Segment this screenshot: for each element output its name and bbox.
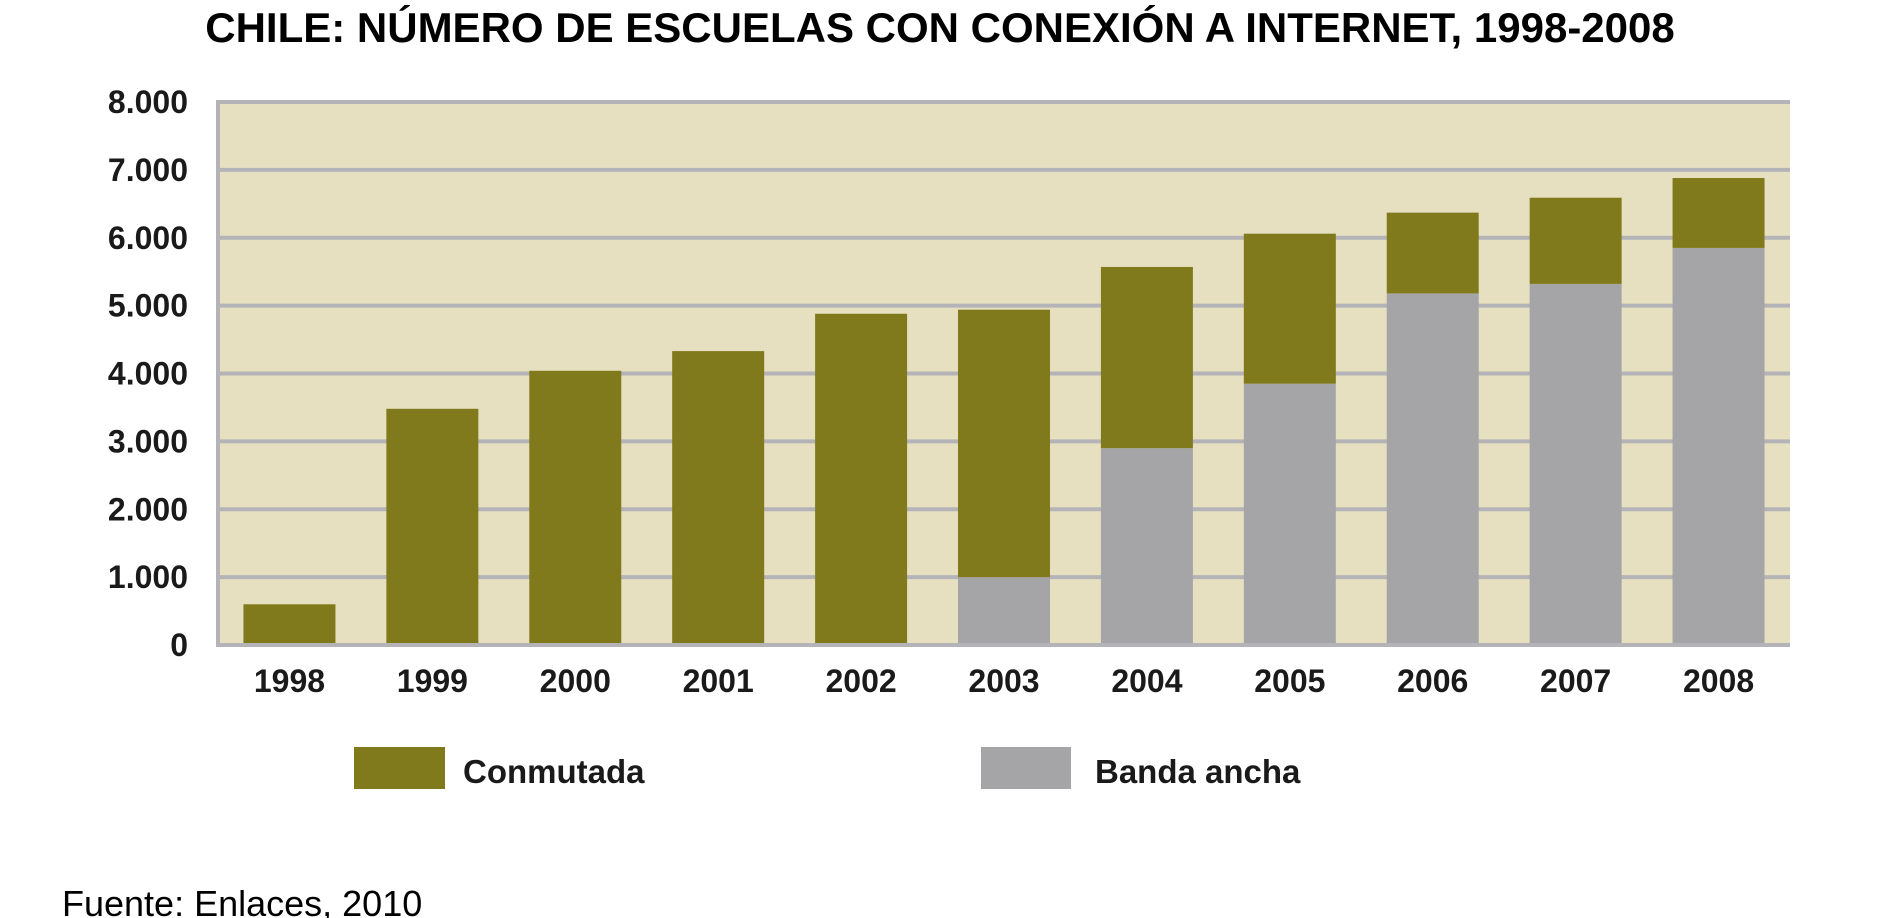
x-tick-label-2002: 2002 (825, 663, 896, 699)
legend: Conmutada Banda ancha (354, 747, 1301, 790)
x-tick-label-2006: 2006 (1397, 663, 1468, 699)
bar-conmutada-2008 (1672, 178, 1765, 248)
bar-banda-ancha-2005 (1243, 383, 1336, 645)
y-tick-label-8000: 8.000 (108, 84, 188, 120)
y-tick-label-1000: 1.000 (108, 559, 188, 595)
y-tick-label-6000: 6.000 (108, 220, 188, 256)
y-tick-label-4000: 4.000 (108, 356, 188, 392)
bars (243, 178, 1765, 645)
bar-banda-ancha-2007 (1529, 283, 1622, 645)
x-tick-label-2004: 2004 (1111, 663, 1182, 699)
y-tick-label-5000: 5.000 (108, 288, 188, 324)
bar-banda-ancha-2008 (1672, 247, 1765, 645)
x-tick-label-2000: 2000 (540, 663, 611, 699)
x-axis-tick-labels: 1998 1999 2000 2001 2002 2003 2004 2005 2006 2007… (254, 663, 1754, 699)
bar-conmutada-2005 (1243, 233, 1336, 384)
y-tick-label-3000: 3.000 (108, 423, 188, 459)
bar-conmutada-2007 (1529, 197, 1622, 284)
y-tick-label-2000: 2.000 (108, 491, 188, 527)
y-tick-label-7000: 7.000 (108, 152, 188, 188)
legend-label-banda-ancha: Banda ancha (1095, 753, 1301, 790)
bar-banda-ancha-2003 (958, 577, 1050, 645)
bar-conmutada-2003 (958, 309, 1050, 578)
bar-conmutada-2006 (1386, 212, 1479, 294)
chart-title: CHILE: NÚMERO DE ESCUELAS CON CONEXIÓN A… (205, 3, 1675, 51)
x-tick-label-2007: 2007 (1540, 663, 1611, 699)
axes (216, 100, 1790, 647)
y-tick-label-0: 0 (170, 627, 188, 663)
x-tick-label-2008: 2008 (1683, 663, 1754, 699)
bar-conmutada-1998 (243, 604, 336, 645)
bar-banda-ancha-2004 (1100, 448, 1193, 645)
x-tick-label-2003: 2003 (968, 663, 1039, 699)
source-note: Fuente: Enlaces, 2010 (62, 883, 422, 918)
bar-conmutada-2000 (529, 370, 622, 645)
legend-label-conmutada: Conmutada (463, 753, 645, 790)
bar-conmutada-2001 (672, 351, 765, 645)
bar-conmutada-2002 (815, 313, 908, 645)
bar-banda-ancha-2006 (1386, 293, 1479, 645)
bar-conmutada-1999 (386, 408, 479, 645)
x-tick-label-1998: 1998 (254, 663, 325, 699)
y-axis-tick-labels: 0 1.000 2.000 3.000 4.000 5.000 6.000 7.000 8.00… (108, 84, 188, 663)
bar-conmutada-2004 (1100, 266, 1193, 449)
legend-swatch-conmutada (354, 747, 445, 789)
x-tick-label-1999: 1999 (397, 663, 468, 699)
legend-swatch-banda-ancha (981, 747, 1071, 789)
x-tick-label-2001: 2001 (683, 663, 754, 699)
x-tick-label-2005: 2005 (1254, 663, 1325, 699)
